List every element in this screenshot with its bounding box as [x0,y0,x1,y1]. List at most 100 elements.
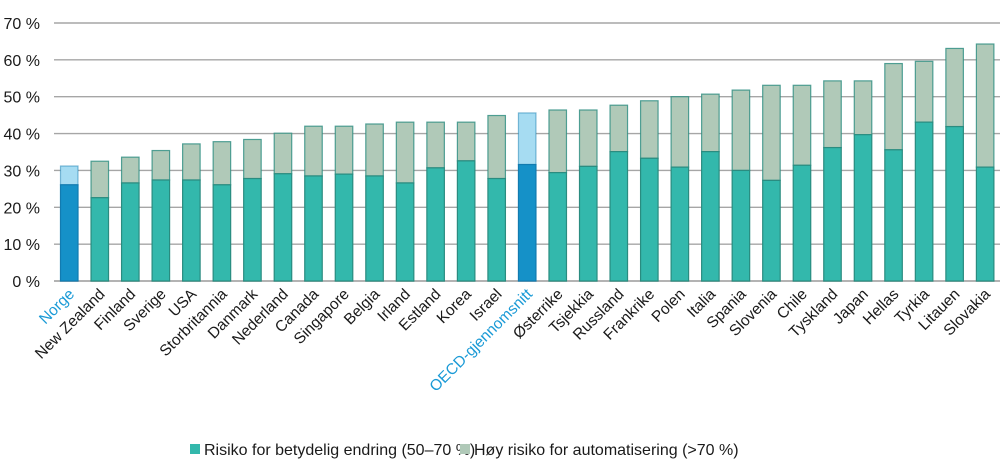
bar-high-risk [243,138,262,180]
bar-risk-change [670,166,690,282]
bar-risk-change [90,197,110,282]
bar-risk-change [151,179,171,282]
bar-risk-change [914,121,934,282]
bar-high-risk [609,104,629,153]
bar-risk-change [975,166,995,282]
bar-risk-change [548,172,568,282]
bar-high-risk [823,80,842,149]
bar-high-risk [395,121,415,184]
bar-high-risk [578,109,598,167]
bar-risk-change [395,182,415,282]
bar-high-risk [90,160,110,199]
bar-group [395,121,415,282]
bar-group [90,160,110,282]
bar-risk-change [823,146,842,282]
bar-high-risk [334,125,354,175]
bar-high-risk [426,121,445,169]
y-tick-label: 70 % [4,16,40,33]
bar-high-risk [670,96,690,168]
bar-group [884,62,903,282]
bar-risk-change [334,173,354,282]
bar-risk-change [853,134,873,282]
x-tick-label: Hellas [860,286,903,329]
bar-risk-change [731,169,751,282]
bar-group [639,100,659,282]
bar-high-risk [212,141,232,186]
bar-group [792,84,812,282]
legend: Risiko for betydelig endring (50–70 %) H… [190,442,739,459]
bar-high-risk [853,80,873,136]
x-tick-label: Korea [434,286,476,328]
bar-group [151,149,171,282]
bar-group [212,141,232,282]
bars [59,43,995,282]
y-axis-ticks: 0 % 10 % 20 % 30 % 40 % 50 % 60 % 70 % [4,16,40,291]
bar-high-risk [59,165,79,186]
bar-risk-change [182,179,201,282]
bar-group [120,156,140,282]
bar-high-risk [884,62,903,151]
bar-group [59,165,79,282]
y-tick-label: 30 % [4,163,40,180]
y-tick-label: 40 % [4,127,40,144]
bar-group [609,104,629,282]
bar-risk-change [578,165,598,282]
bar-risk-change [212,184,232,282]
bar-risk-change [487,177,507,282]
bar-high-risk [151,149,171,181]
bar-group [456,121,476,282]
bar-group [762,84,781,282]
bar-risk-change [59,184,79,282]
bar-group [426,121,445,282]
bar-risk-change [609,151,629,282]
legend-item-risk-change: Risiko for betydelig endring (50–70 %) [190,442,475,459]
bar-high-risk [639,100,659,159]
bar-high-risk [762,84,781,181]
bar-group [945,47,964,282]
bar-high-risk [517,112,537,166]
bar-high-risk [120,156,140,184]
bar-group [578,109,598,282]
bar-group [914,60,934,282]
bar-risk-change [426,167,445,282]
bar-group [975,43,995,282]
bar-high-risk [792,84,812,166]
bar-group [487,114,507,282]
legend-item-high-risk: Høy risiko for automatisering (>70 %) [460,442,739,459]
bar-high-risk [456,121,476,162]
x-tick-label: Polen [649,286,689,326]
y-tick-label: 60 % [4,53,40,70]
bar-group [365,123,384,282]
legend-swatch-risk-change [190,444,200,454]
y-tick-label: 20 % [4,200,40,217]
y-tick-label: 10 % [4,237,40,254]
bar-risk-change [945,125,964,282]
bar-high-risk [975,43,995,168]
y-tick-label: 50 % [4,90,40,107]
bar-group [670,96,690,282]
bar-high-risk [548,109,568,174]
bar-group [731,89,751,282]
bar-risk-change [517,163,537,282]
bar-high-risk [701,93,720,153]
bar-risk-change [884,149,903,282]
bar-group [517,112,537,282]
bar-risk-change [456,160,476,282]
bar-high-risk [945,47,964,128]
bar-group [701,93,720,282]
bar-risk-change [792,164,812,282]
bar-high-risk [487,114,507,180]
bar-risk-change [701,151,720,282]
bar-high-risk [273,132,293,175]
bar-group [243,138,262,282]
bar-group [548,109,568,282]
bar-high-risk [304,125,323,177]
legend-swatch-high-risk [460,444,470,454]
bar-group [853,80,873,282]
bar-group [334,125,354,282]
bar-risk-change [639,157,659,282]
bar-risk-change [243,177,262,282]
legend-label-high-risk: Høy risiko for automatisering (>70 %) [474,442,739,459]
bar-group [182,143,201,282]
